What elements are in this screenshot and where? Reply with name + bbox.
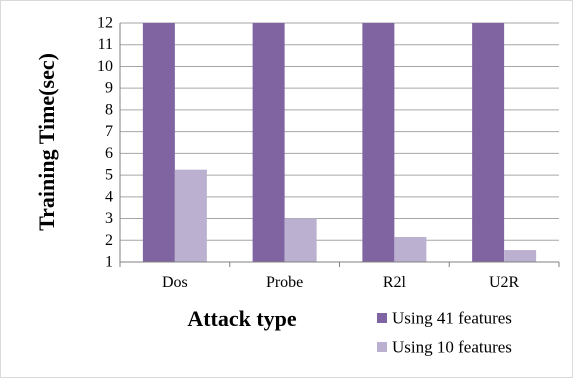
x-tick-labels: Dos Probe R2l U2R <box>162 274 520 291</box>
bars <box>142 23 537 262</box>
y-tick-label: 12 <box>97 15 113 32</box>
y-axis-title: Training Time(sec) <box>34 53 59 231</box>
y-tick-label: 4 <box>105 188 113 205</box>
bar-probe-series-1 <box>252 23 285 262</box>
bar-u2r-series-1 <box>472 23 505 262</box>
y-tick-label: 10 <box>97 58 113 75</box>
y-tick-label: 9 <box>105 80 113 97</box>
x-tick-label: U2R <box>489 274 520 291</box>
y-tick-label: 8 <box>105 101 113 118</box>
y-tick-label: 5 <box>105 167 113 184</box>
y-tick-label: 6 <box>105 145 113 162</box>
y-tick-label: 2 <box>105 232 113 249</box>
legend-label: Using 10 features <box>392 338 512 357</box>
axes <box>119 23 560 267</box>
x-tick-label: Dos <box>162 274 188 291</box>
bar-r2l-series-1 <box>362 23 395 262</box>
y-tick-label: 1 <box>105 254 113 271</box>
bar-u2r-series-2 <box>504 250 537 262</box>
x-tick-label: R2l <box>383 274 407 291</box>
bar-dos-series-2 <box>174 169 207 262</box>
bar-r2l-series-2 <box>394 237 427 262</box>
legend: Using 41 features Using 10 features <box>377 309 512 357</box>
legend-swatch <box>377 342 387 352</box>
y-tick-label: 11 <box>98 36 113 53</box>
y-tick-label: 7 <box>105 123 113 140</box>
legend-label: Using 41 features <box>392 309 512 328</box>
bar-dos-series-1 <box>142 23 175 262</box>
x-tick-label: Probe <box>266 274 303 291</box>
bar-probe-series-2 <box>284 218 317 262</box>
legend-swatch <box>377 313 387 323</box>
y-tick-label: 3 <box>105 210 113 227</box>
x-axis-title: Attack type <box>187 306 297 331</box>
